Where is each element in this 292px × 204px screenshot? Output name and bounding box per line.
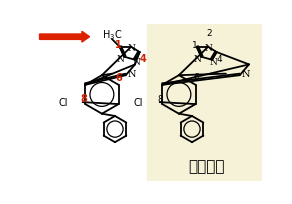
- Text: 6: 6: [115, 72, 122, 82]
- Text: N: N: [128, 70, 136, 79]
- Text: 4: 4: [217, 54, 223, 63]
- Text: 8: 8: [158, 94, 163, 103]
- Text: N: N: [133, 58, 140, 67]
- Text: N: N: [127, 44, 135, 53]
- Text: 艾司唷仑: 艾司唷仑: [188, 159, 225, 174]
- Text: H$_3$C: H$_3$C: [102, 28, 122, 42]
- Text: 1: 1: [192, 41, 198, 50]
- Text: Cl: Cl: [58, 98, 68, 108]
- Bar: [147, 24, 262, 182]
- Text: Cl: Cl: [134, 98, 143, 108]
- Text: 6: 6: [193, 73, 199, 82]
- Text: N: N: [117, 54, 124, 63]
- Text: 8: 8: [80, 94, 87, 104]
- Text: 2: 2: [206, 28, 212, 37]
- Text: N: N: [194, 54, 201, 63]
- Text: N: N: [204, 44, 212, 53]
- Text: N: N: [210, 58, 218, 67]
- FancyArrow shape: [39, 32, 90, 43]
- Text: N: N: [242, 70, 250, 79]
- Text: 4: 4: [139, 54, 146, 64]
- Text: 1: 1: [115, 40, 121, 50]
